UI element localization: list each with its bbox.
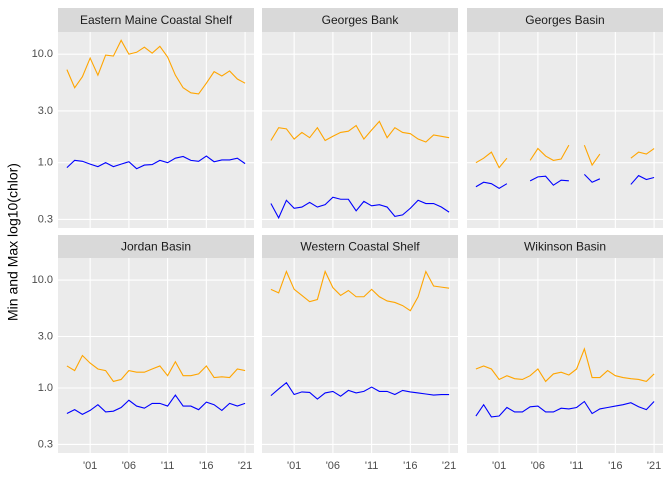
panel-title: Western Coastal Shelf [300,240,420,254]
panel [262,258,458,453]
data-line [475,347,655,383]
x-tick-label: '16 [403,460,417,472]
x-tick-label: '01 [492,460,506,472]
panel-title: Eastern Maine Coastal Shelf [80,13,233,27]
x-tick-label: '21 [647,460,661,472]
strip [467,235,663,258]
data-line [475,400,655,418]
x-tick-label: '21 [238,460,252,472]
x-tick-label: '21 [442,460,456,472]
strip [467,8,663,32]
x-tick-label: '16 [608,460,622,472]
strip [58,8,254,32]
data-line [270,269,450,312]
data-line [66,39,246,95]
panel-title: Georges Bank [322,13,400,27]
y-tick-label: 3.0 [38,330,53,342]
strip [262,8,458,32]
x-tick-label: '11 [161,460,175,472]
x-tick-label: '01 [83,460,97,472]
data-line [66,394,246,415]
data-line [66,354,246,383]
panel-title: Wikinson Basin [524,240,606,254]
y-tick-label: 1.0 [38,157,53,169]
x-tick-label: '11 [570,460,584,472]
x-tick-label: '06 [122,460,136,472]
panel [467,32,663,228]
strip [262,235,458,258]
y-tick-label: 10.0 [32,274,53,286]
panel [58,32,254,228]
panel-title: Georges Basin [525,13,604,27]
panel [58,258,254,453]
data-line [270,381,450,400]
y-tick-label: 10.0 [32,48,53,60]
panel-title: Jordan Basin [121,240,191,254]
data-line [66,155,246,170]
x-tick-label: '01 [287,460,301,472]
data-line [475,144,655,169]
x-tick-label: '06 [326,460,340,472]
data-line [270,120,450,143]
y-tick-label: 3.0 [38,105,53,117]
y-tick-label: 1.0 [38,382,53,394]
x-tick-label: '06 [531,460,545,472]
strip [58,235,254,258]
x-tick-label: '16 [199,460,213,472]
panel [467,258,663,453]
panel [262,32,458,228]
y-axis-title: Min and Max log10(chlor) [5,163,21,321]
data-line [270,196,450,220]
x-tick-label: '11 [365,460,379,472]
y-tick-label: 0.3 [38,438,53,450]
y-tick-label: 0.3 [38,213,53,225]
data-line [475,173,655,189]
